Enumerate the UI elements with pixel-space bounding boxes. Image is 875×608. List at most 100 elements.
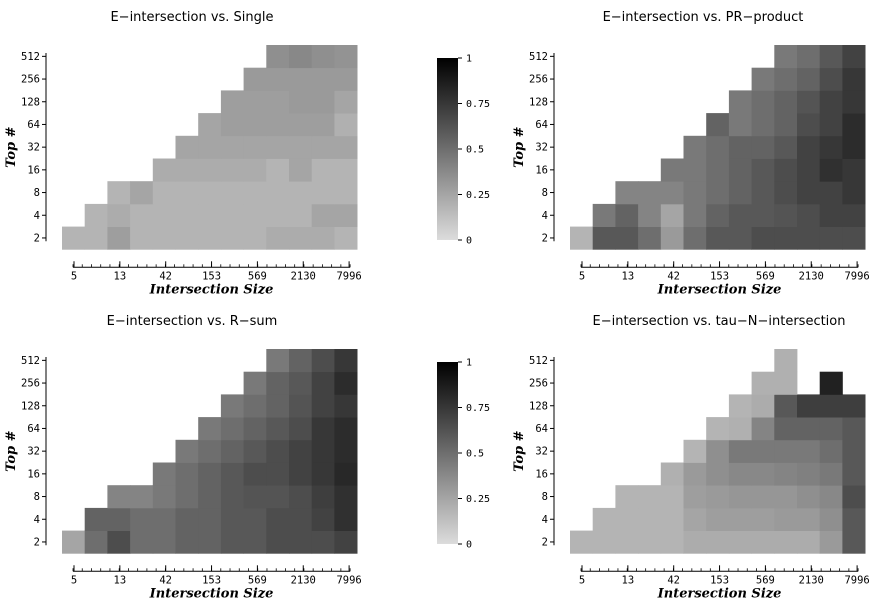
heatmap-cell — [289, 417, 313, 441]
heatmap-cell — [243, 462, 267, 486]
y-axis-label: Top # — [512, 126, 527, 167]
heatmap-cell — [84, 507, 108, 531]
heatmap-cell — [220, 530, 244, 554]
heatmap-cell — [266, 45, 290, 69]
heatmap-cell — [592, 226, 616, 250]
heatmap-cell — [152, 203, 176, 227]
x-tick-label: 42 — [667, 574, 680, 586]
heatmap-cell — [842, 113, 866, 137]
heatmap-cell — [819, 203, 843, 227]
heatmap-cell — [289, 45, 313, 69]
y-tick-label: 2 — [34, 232, 40, 244]
heatmap-cell — [683, 462, 707, 486]
heatmap-cell — [728, 394, 752, 418]
heatmap-panel-1: E−intersection vs. Single 2 4 8 16 32 64 128 256… — [4, 10, 362, 297]
heatmap-cell — [289, 530, 313, 554]
heatmap-cell — [774, 462, 798, 486]
heatmap-cell — [819, 226, 843, 250]
heatmap-cell — [107, 226, 131, 250]
heatmap-cell — [728, 507, 752, 531]
x-axis-label: Intersection Size — [149, 282, 274, 297]
y-tick-label: 256 — [529, 378, 548, 390]
heatmap-cell — [311, 417, 335, 441]
heatmap-cell — [706, 135, 730, 159]
heatmap-cell — [706, 530, 730, 554]
heatmap-cell — [334, 135, 358, 159]
x-tick-label: 5 — [71, 270, 77, 282]
heatmap-cell — [175, 462, 199, 486]
heatmap-cell — [660, 530, 684, 554]
heatmap-cell — [152, 181, 176, 205]
heatmap-cell — [706, 203, 730, 227]
heatmap-cell — [660, 226, 684, 250]
heatmap-cell — [175, 158, 199, 182]
heatmap-cell — [220, 394, 244, 418]
heatmap-panel-3: E−intersection vs. R−sum 2 4 8 16 32 64 128 256 5… — [4, 314, 362, 601]
y-tick-label: 32 — [535, 142, 548, 154]
heatmap-cell — [198, 462, 222, 486]
heatmap-cell — [819, 485, 843, 509]
heatmap-cell — [152, 158, 176, 182]
heatmap-cell — [683, 226, 707, 250]
heatmap-cell — [683, 439, 707, 463]
heatmap-cell — [62, 226, 86, 250]
heatmap-cell — [220, 158, 244, 182]
x-tick-label: 13 — [622, 270, 635, 282]
colorbars: 0 0.25 0.5 0.75 1 0 0.25 0.5 0.75 1 — [437, 54, 490, 551]
heatmap-cell — [311, 485, 335, 509]
heatmap-cell — [797, 226, 821, 250]
heatmap-cell — [311, 158, 335, 182]
heatmap-cell — [175, 135, 199, 159]
colorbar-tick-label: 0.5 — [466, 145, 484, 156]
heatmap-cell — [198, 113, 222, 137]
heatmap-cell — [774, 507, 798, 531]
heatmap-cell — [175, 203, 199, 227]
heatmap-cell — [334, 462, 358, 486]
heatmap-cell — [797, 45, 821, 69]
heatmap-cell — [334, 226, 358, 250]
heatmap-cell — [842, 530, 866, 554]
heatmap-cell — [334, 417, 358, 441]
x-tick-label: 5 — [71, 574, 77, 586]
y-tick-label: 256 — [21, 378, 40, 390]
heatmap-cell — [334, 394, 358, 418]
heatmap-cell — [728, 485, 752, 509]
heatmap-cell — [819, 439, 843, 463]
heatmap-cell — [774, 439, 798, 463]
heatmap-cell — [842, 417, 866, 441]
heatmap-cell — [797, 181, 821, 205]
heatmap-cell — [638, 507, 662, 531]
heatmap-cell — [152, 485, 176, 509]
y-tick-label: 8 — [542, 187, 548, 199]
heatmap-cell — [220, 462, 244, 486]
x-tick-label: 7996 — [336, 270, 361, 282]
heatmap-cell — [819, 394, 843, 418]
x-tick-label: 7996 — [844, 574, 869, 586]
heatmap-cell — [751, 462, 775, 486]
heatmap-cell — [311, 45, 335, 69]
heatmap-cell — [107, 507, 131, 531]
heatmap-cell — [243, 485, 267, 509]
heatmap-cell — [774, 158, 798, 182]
heatmap-cell — [334, 485, 358, 509]
x-axis-label: Intersection Size — [657, 282, 782, 297]
heatmap-cell — [728, 462, 752, 486]
heatmap-cell — [198, 439, 222, 463]
heatmap-cell — [311, 67, 335, 91]
heatmap-cell — [728, 417, 752, 441]
y-tick-label: 32 — [27, 446, 40, 458]
heatmap-cell — [819, 45, 843, 69]
heatmap-cell — [220, 507, 244, 531]
heatmap-cell — [311, 135, 335, 159]
heatmap-cell — [751, 203, 775, 227]
heatmap-cell — [266, 485, 290, 509]
heatmap-cell — [220, 181, 244, 205]
heatmap-cell — [175, 530, 199, 554]
y-tick-label: 4 — [542, 210, 548, 222]
heatmap-cell — [243, 135, 267, 159]
heatmap-cell — [62, 530, 86, 554]
heatmap-cell — [819, 530, 843, 554]
chart-title: E−intersection vs. R−sum — [107, 314, 278, 329]
heatmap-cell — [774, 45, 798, 69]
heatmap-cell — [797, 203, 821, 227]
